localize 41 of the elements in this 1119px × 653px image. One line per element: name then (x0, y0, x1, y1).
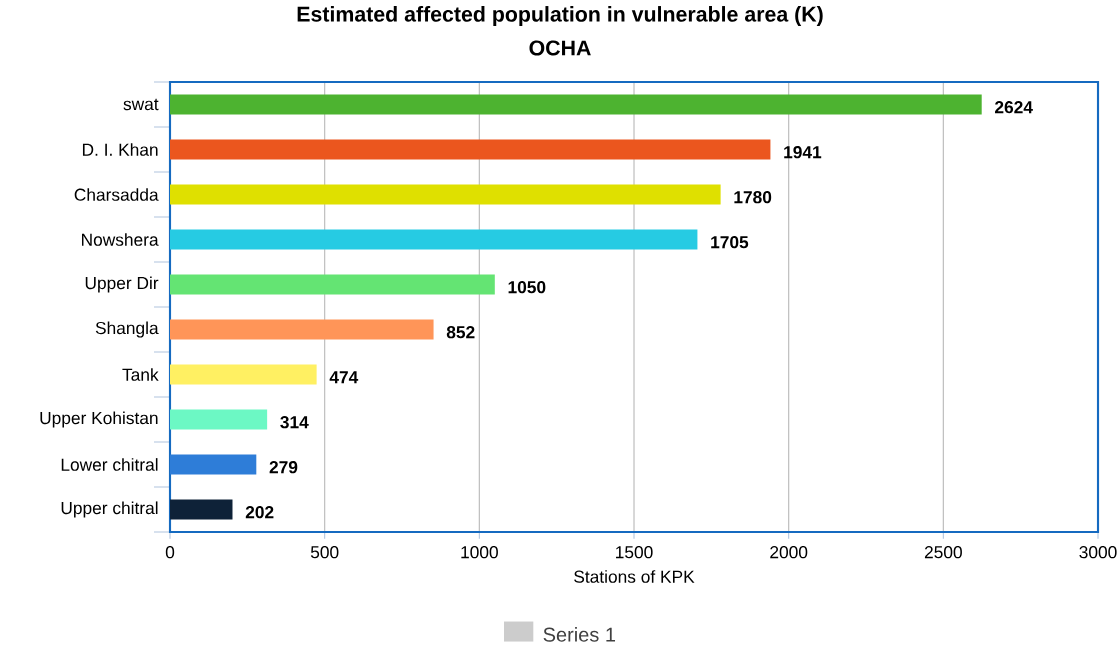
x-tick-label: 2500 (924, 546, 962, 559)
bar (170, 274, 495, 295)
x-tick-label: 3000 (1079, 546, 1117, 559)
y-tick-label: Shangla (95, 321, 159, 338)
data-label: 1705 (711, 236, 749, 249)
bar (170, 139, 771, 160)
bar (170, 319, 434, 340)
bar (170, 94, 982, 115)
x-tick-label: 1000 (461, 546, 498, 559)
bar (170, 229, 698, 250)
y-tick-label: D. I. Khan (82, 143, 158, 156)
y-tick-label: Upper Kohistan (40, 411, 158, 428)
bar (170, 364, 317, 385)
data-label: 2624 (995, 101, 1033, 114)
bar (170, 184, 721, 205)
y-tick-label: Nowshera (82, 233, 159, 246)
y-tick-label: Lower chitral (61, 458, 158, 471)
y-tick-label: Upper chitral (61, 501, 158, 518)
data-label: 1941 (784, 146, 822, 159)
bar (170, 499, 233, 520)
x-tick-label: 2000 (770, 546, 808, 559)
data-label: 474 (329, 371, 359, 384)
x-tick-label: 0 (165, 546, 175, 559)
y-tick-label: swat (123, 98, 159, 111)
data-label: 279 (269, 461, 298, 474)
text: Series 1 (543, 627, 616, 642)
y-tick-label: Charsadda (74, 188, 159, 201)
y-tick-label: Tank (122, 368, 159, 381)
bar (170, 454, 257, 475)
chart-title: Estimated affected population in vulnerable area (K) (297, 6, 823, 26)
bar (170, 409, 268, 430)
x-tick-label: 1500 (616, 546, 653, 559)
data-label: 314 (280, 416, 309, 429)
data-label: 852 (446, 326, 475, 339)
data-label: 202 (245, 506, 274, 519)
x-axis-title: Stations of KPK (574, 570, 695, 583)
x-tick-label: 500 (310, 546, 339, 559)
y-tick-label: Upper Dir (85, 276, 159, 293)
data-label: 1780 (734, 191, 772, 204)
chart-subtitle: OCHA (529, 40, 591, 56)
data-label: 1050 (508, 281, 546, 294)
